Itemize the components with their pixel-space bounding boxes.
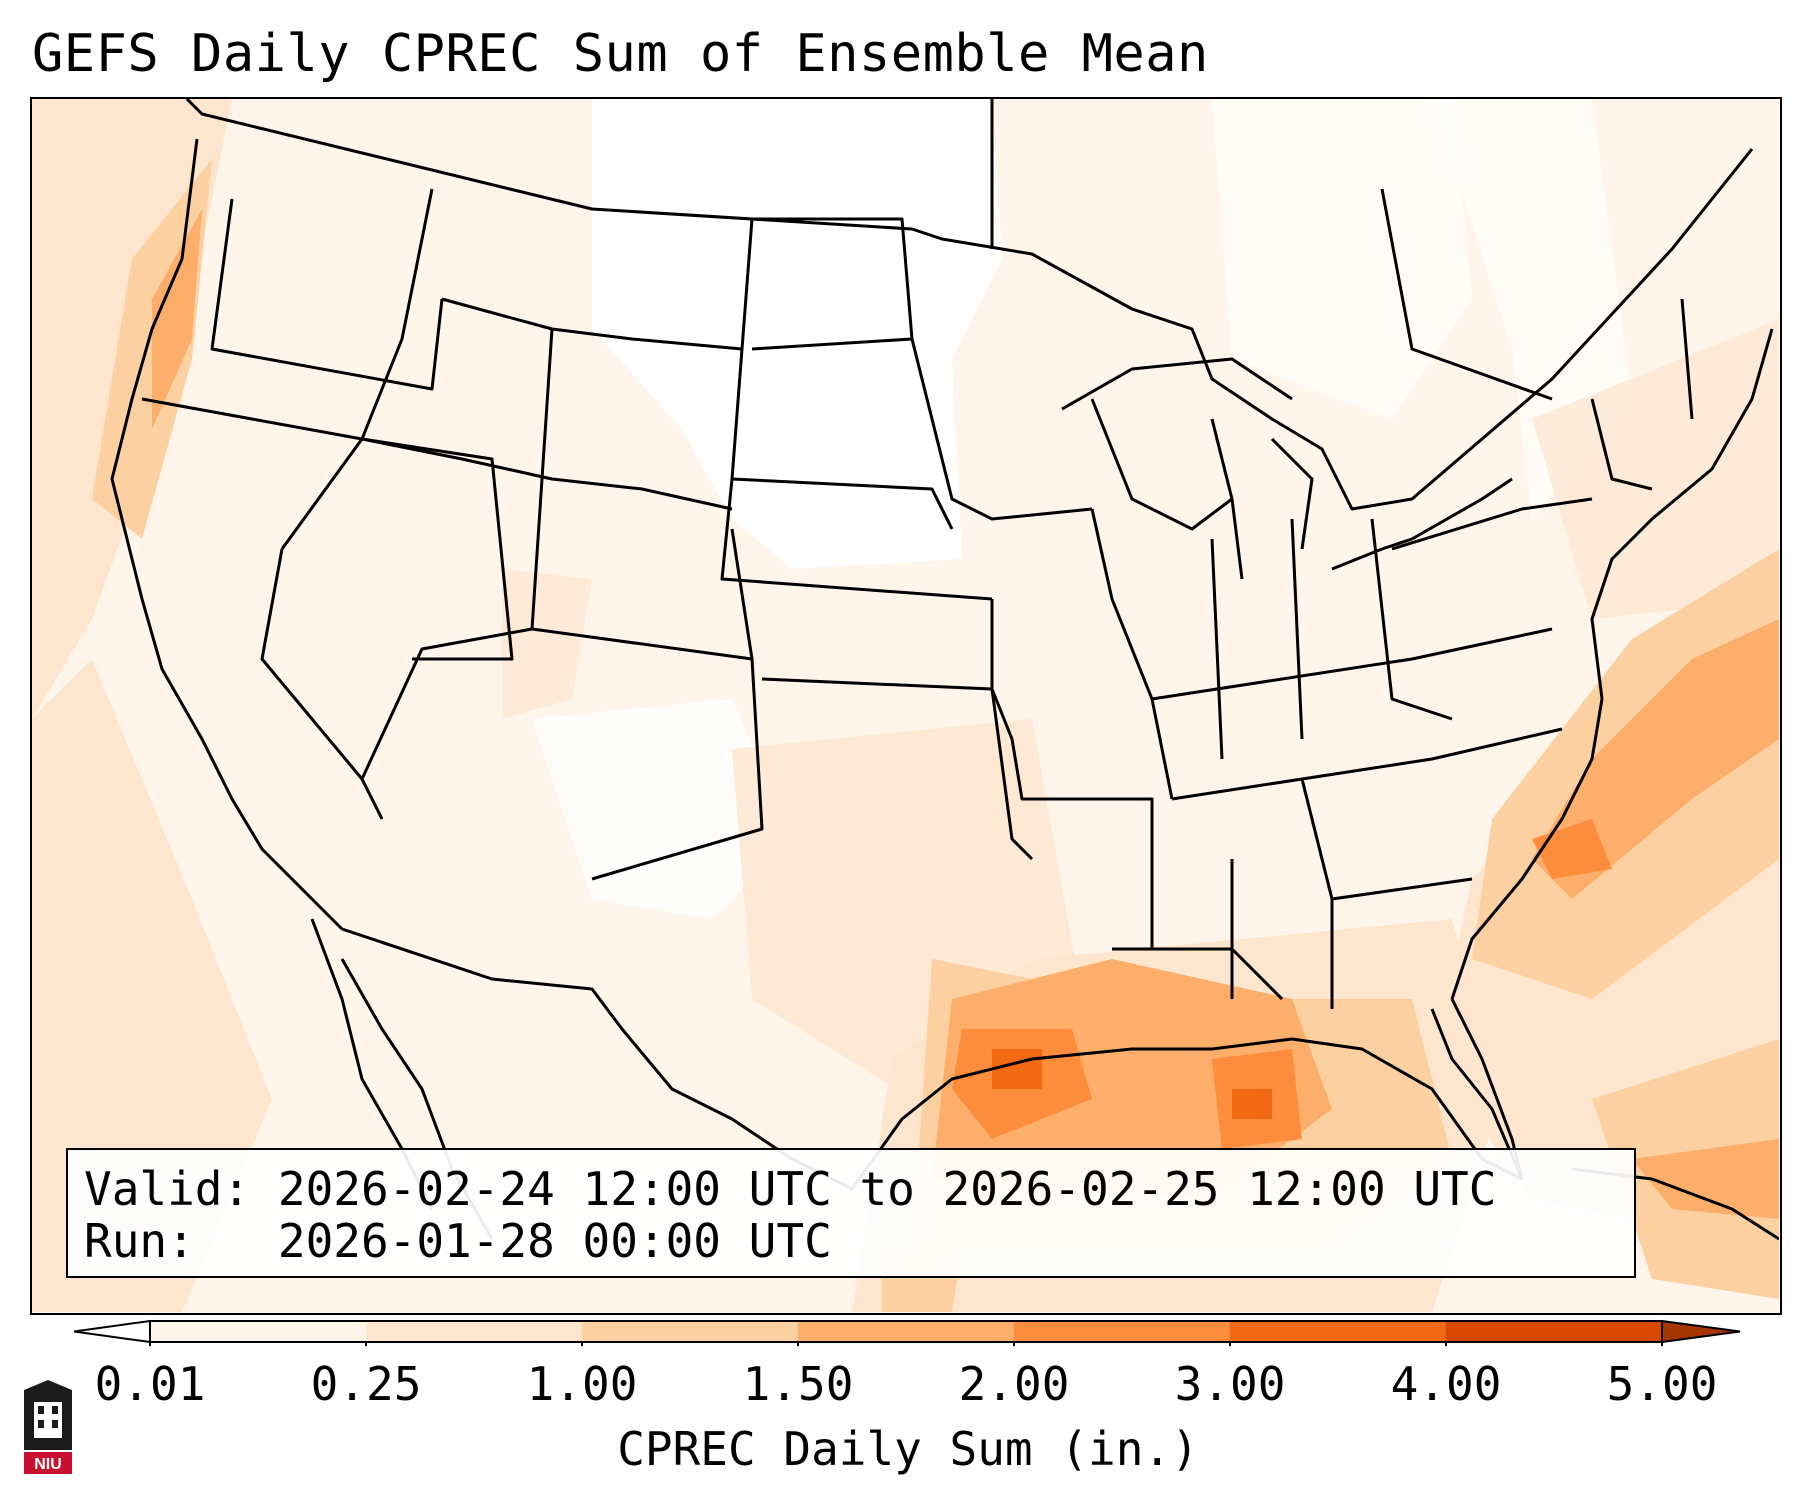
colorbar-tick-label: 0.01 (94, 1357, 206, 1411)
run-line: Run: 2026-01-28 00:00 UTC (84, 1214, 832, 1268)
valid-value: 2026-02-24 12:00 UTC to 2026-02-25 12:00… (277, 1162, 1497, 1216)
niu-logo: NIU (24, 1380, 72, 1474)
colorbar-segment (1014, 1321, 1231, 1342)
colorbar-segment (582, 1321, 799, 1342)
precipitation-map (30, 97, 1782, 1315)
map-title: GEFS Daily CPREC Sum of Ensemble Mean (32, 24, 1209, 84)
colorbar-segment (798, 1321, 1015, 1342)
run-label: Run: (84, 1214, 195, 1268)
colorbar-tick-label: 3.00 (1174, 1357, 1286, 1411)
valid-label: Valid: (84, 1162, 251, 1216)
run-value: 2026-01-28 00:00 UTC (277, 1214, 832, 1268)
colorbar-tick-label: 2.00 (958, 1357, 1070, 1411)
colorbar (73, 1319, 1741, 1346)
colorbar-title: CPREC Daily Sum (in.) (617, 1422, 1199, 1476)
valid-time-box: Valid: 2026-02-24 12:00 UTC to 2026-02-2… (66, 1148, 1636, 1278)
colorbar-ticks (149, 1342, 1663, 1346)
colorbar-outline (149, 1320, 1663, 1343)
colorbar-tick-label: 5.00 (1606, 1357, 1718, 1411)
colorbar-segment (366, 1321, 583, 1342)
boundary-lines (110, 99, 1779, 1241)
colorbar-max-arrow (1661, 1319, 1741, 1344)
valid-line: Valid: 2026-02-24 12:00 UTC to 2026-02-2… (84, 1162, 1496, 1216)
colorbar-segment (1446, 1321, 1663, 1342)
colorbar-min-arrow (73, 1319, 151, 1344)
svg-text:NIU: NIU (34, 1456, 62, 1473)
colorbar-segment (150, 1321, 367, 1342)
dry-areas (532, 99, 1632, 919)
colorbar-segments (73, 1319, 1741, 1344)
colorbar-tick-label: 1.50 (742, 1357, 854, 1411)
colorbar-segment (1230, 1321, 1447, 1342)
colorbar-tick-label: 4.00 (1390, 1357, 1502, 1411)
colorbar-tick-label: 1.00 (526, 1357, 638, 1411)
colorbar-tick-label: 0.25 (310, 1357, 422, 1411)
map-canvas (32, 99, 1779, 1312)
